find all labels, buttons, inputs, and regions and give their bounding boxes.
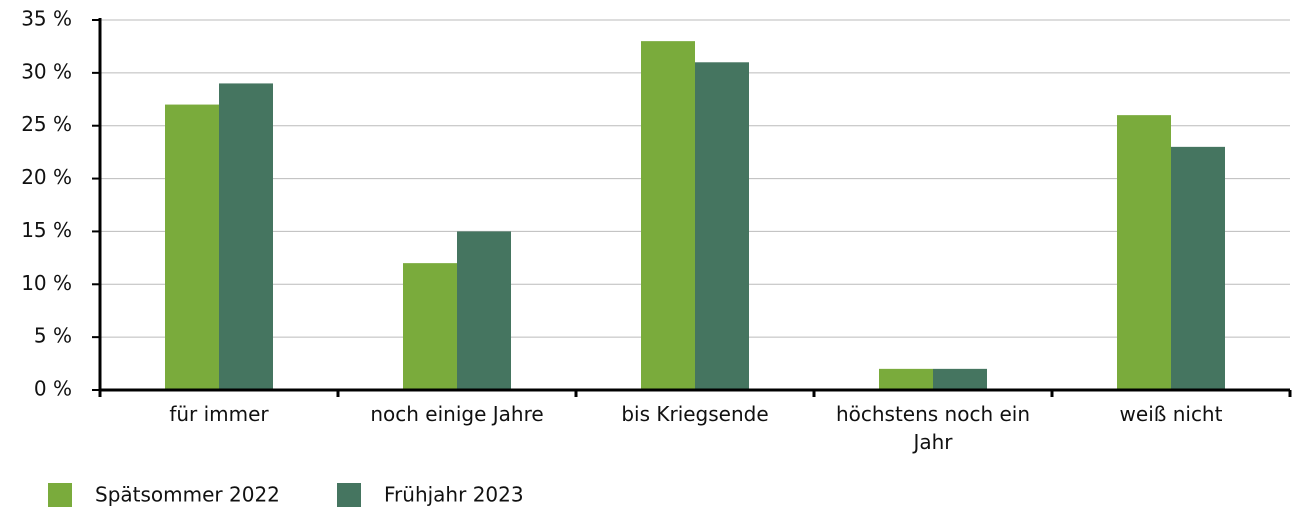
- bar: [1117, 115, 1171, 391]
- legend-label: Frühjahr 2023: [384, 483, 524, 507]
- bar: [641, 41, 695, 391]
- y-tick-label: 25 %: [21, 112, 72, 136]
- x-tick-label: für immer: [169, 402, 269, 426]
- bar: [879, 368, 933, 390]
- legend-swatch: [48, 483, 72, 507]
- bar: [457, 231, 511, 390]
- x-tick-label: bis Kriegsende: [621, 402, 769, 426]
- legend-label: Spätsommer 2022: [95, 483, 280, 507]
- bar: [219, 83, 273, 390]
- y-tick-label: 35 %: [21, 7, 72, 31]
- x-tick-label: höchstens noch ein Jahr: [835, 402, 1031, 454]
- legend-swatch: [337, 483, 361, 507]
- bar: [695, 62, 749, 391]
- y-tick-label: 15 %: [21, 218, 72, 242]
- y-tick-label: 30 %: [21, 59, 72, 83]
- bar: [403, 263, 457, 390]
- y-tick-label: 0 %: [34, 377, 72, 401]
- bar: [1171, 146, 1225, 390]
- bar: [933, 368, 987, 390]
- x-tick-label: weiß nicht: [1119, 402, 1223, 426]
- y-tick-label: 10 %: [21, 271, 72, 295]
- bar: [165, 104, 219, 391]
- y-tick-label: 5 %: [34, 324, 72, 348]
- y-tick-label: 20 %: [21, 165, 72, 189]
- x-tick-label: noch einige Jahre: [370, 402, 544, 426]
